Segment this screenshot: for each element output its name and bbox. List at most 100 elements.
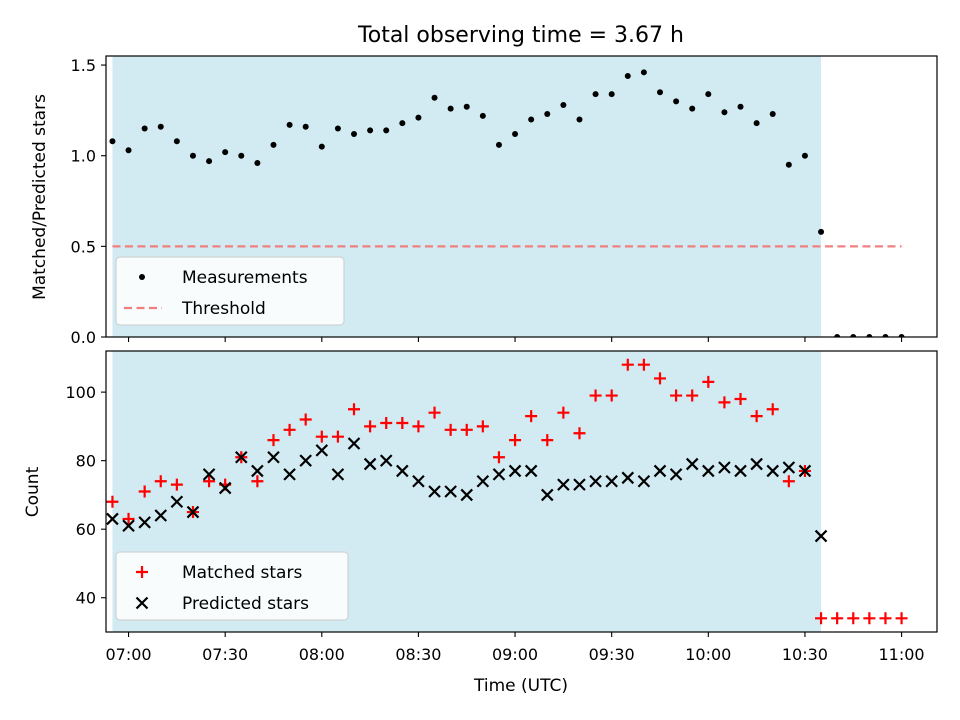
data-point — [399, 120, 406, 127]
data-point — [267, 434, 280, 447]
data-point — [669, 468, 683, 481]
data-point — [734, 392, 747, 405]
data-point — [540, 488, 554, 502]
data-point — [479, 112, 486, 119]
data-point — [544, 111, 551, 118]
data-point — [785, 161, 792, 168]
data-point — [141, 125, 148, 132]
y-tick-label: 40 — [76, 589, 96, 608]
data-point — [879, 612, 892, 625]
data-point — [109, 138, 116, 145]
data-point — [605, 474, 618, 488]
data-point — [138, 516, 151, 529]
legend-box — [115, 256, 345, 326]
data-point — [801, 152, 808, 159]
data-point — [492, 468, 506, 481]
data-point — [412, 420, 425, 433]
data-point — [218, 481, 232, 495]
data-point — [524, 464, 538, 478]
data-point — [431, 94, 438, 101]
data-point — [895, 612, 908, 625]
data-point — [657, 89, 663, 96]
y-tick-label: 1.0 — [71, 147, 96, 166]
data-point — [492, 451, 505, 464]
legend-swatch — [135, 596, 149, 610]
data-point — [640, 69, 647, 76]
data-point — [782, 475, 795, 488]
x-tick-label: 08:00 — [299, 645, 345, 664]
data-point — [383, 127, 390, 134]
data-point — [685, 457, 699, 471]
data-point — [557, 478, 570, 491]
legend-label: Predicted stars — [182, 594, 309, 614]
data-point — [444, 485, 457, 498]
data-point — [734, 464, 747, 478]
data-point — [814, 529, 828, 543]
x-tick-label: 07:30 — [202, 645, 248, 664]
data-point — [689, 105, 696, 112]
x-axis-label: Time (UTC) — [473, 676, 568, 696]
y-tick-label: 0.0 — [71, 328, 96, 347]
data-point — [576, 116, 583, 123]
data-point — [267, 450, 280, 464]
data-point — [331, 430, 344, 443]
data-point — [573, 478, 586, 491]
data-point — [270, 141, 277, 148]
data-point — [428, 485, 441, 498]
data-point — [299, 454, 312, 467]
legend-box — [115, 551, 349, 621]
data-point — [460, 488, 474, 502]
data-point — [154, 475, 167, 488]
data-point — [831, 612, 844, 625]
data-point — [463, 103, 470, 110]
data-point — [476, 474, 490, 488]
data-point — [541, 434, 554, 447]
data-point — [592, 91, 599, 98]
data-point — [834, 334, 841, 337]
legend: Measurements Threshold — [115, 256, 345, 326]
data-point — [637, 358, 650, 371]
data-point — [637, 474, 651, 488]
y-tick-label: 80 — [76, 452, 96, 471]
data-point — [415, 114, 422, 121]
data-point — [444, 423, 457, 436]
y-tick-label: 100 — [65, 383, 96, 402]
data-point — [363, 457, 377, 471]
data-point — [379, 454, 393, 467]
data-point — [206, 158, 213, 165]
legend-label: Matched stars — [182, 563, 302, 583]
data-point — [782, 461, 796, 474]
legend-label: Measurements — [182, 268, 308, 288]
data-point — [170, 495, 184, 509]
data-point — [557, 406, 570, 419]
data-point — [766, 464, 780, 478]
data-point — [573, 427, 586, 440]
data-point — [157, 123, 164, 130]
data-point — [589, 389, 602, 402]
data-point — [302, 123, 309, 130]
data-point — [154, 509, 168, 522]
data-point — [624, 72, 631, 79]
data-point — [850, 334, 857, 337]
data-point — [525, 410, 538, 423]
data-point — [702, 375, 715, 388]
data-point — [605, 389, 618, 402]
data-point — [495, 141, 502, 148]
data-point — [460, 423, 473, 436]
data-point — [621, 358, 634, 371]
data-point — [367, 127, 374, 134]
data-point — [476, 420, 489, 433]
x-tick-label: 08:30 — [395, 645, 441, 664]
x-tick-label: 10:00 — [685, 645, 731, 664]
data-point — [621, 471, 635, 485]
data-point — [138, 485, 151, 498]
data-point — [718, 461, 731, 474]
data-point — [528, 116, 535, 123]
plot-area — [106, 358, 908, 625]
x-tick-label: 09:00 — [492, 645, 538, 664]
data-point — [251, 464, 264, 478]
data-point — [299, 413, 312, 426]
data-point — [653, 464, 667, 478]
data-point — [866, 334, 873, 337]
